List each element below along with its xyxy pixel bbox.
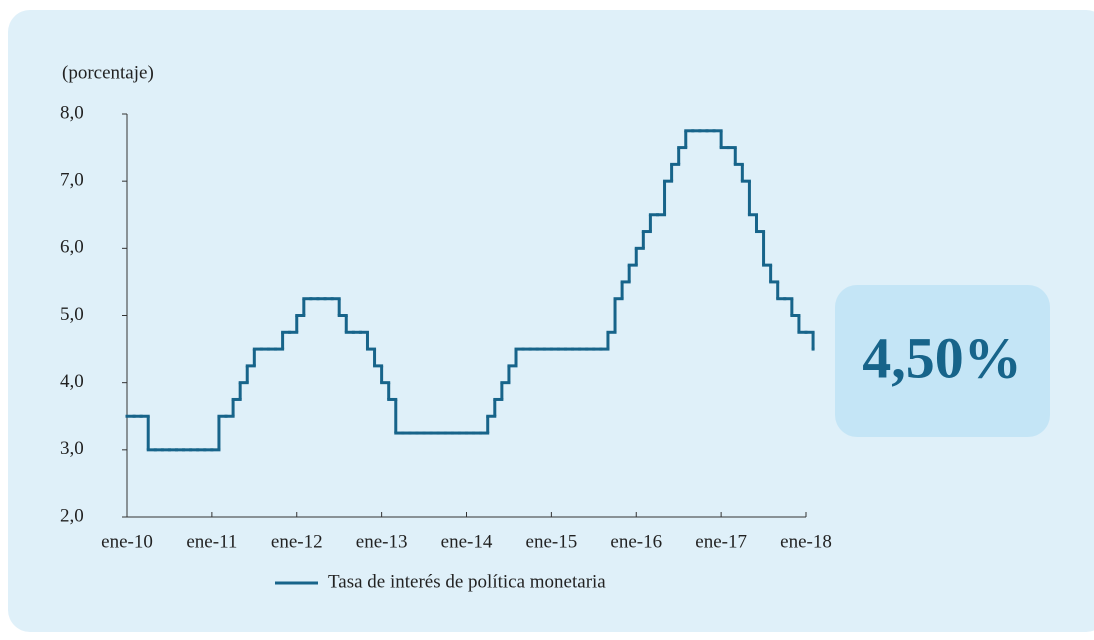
highlight-box	[835, 285, 1050, 437]
x-tick-label: ene-13	[356, 531, 408, 552]
y-tick-label: 3,0	[60, 438, 84, 459]
x-tick-label: ene-11	[186, 531, 237, 552]
x-tick-label: ene-18	[780, 531, 832, 552]
x-tick-label: ene-17	[695, 531, 747, 552]
x-tick-label: ene-10	[101, 531, 153, 552]
highlight: 4,50%	[862, 325, 1022, 390]
y-tick-label: 5,0	[60, 304, 84, 325]
y-tick-label: 2,0	[60, 505, 84, 526]
x-tick-label: ene-12	[271, 531, 323, 552]
panel	[8, 10, 1094, 632]
unit-label: (porcentaje)	[62, 62, 154, 83]
y-tick-label: 7,0	[60, 170, 84, 191]
y-tick-label: 8,0	[60, 102, 84, 123]
legend-label: Tasa de interés de política monetaria	[328, 571, 606, 592]
y-tick-label: 4,0	[60, 371, 84, 392]
x-tick-label: ene-15	[526, 531, 578, 552]
y-tick-label: 6,0	[60, 237, 84, 258]
step-connector	[146, 130, 815, 450]
x-tick-label: ene-14	[441, 531, 493, 552]
x-tick-label: ene-16	[610, 531, 662, 552]
